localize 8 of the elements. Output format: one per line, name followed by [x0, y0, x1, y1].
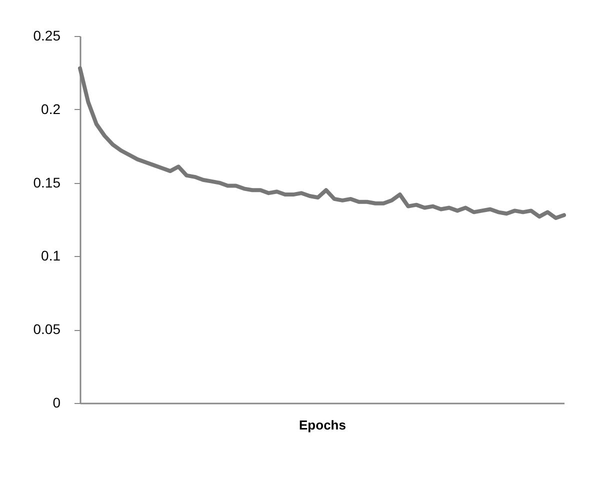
line-series [78, 66, 566, 220]
y-tick-label: 0.1 [41, 248, 61, 264]
y-tick-label: 0 [52, 394, 61, 410]
y-tick-label: 0.2 [41, 100, 61, 117]
y-tick-label: 0.15 [33, 174, 61, 190]
y-tick-label: 0.05 [33, 321, 61, 338]
x-axis-title: Epochs [299, 418, 346, 432]
y-tick-label: 0.25 [33, 28, 61, 44]
